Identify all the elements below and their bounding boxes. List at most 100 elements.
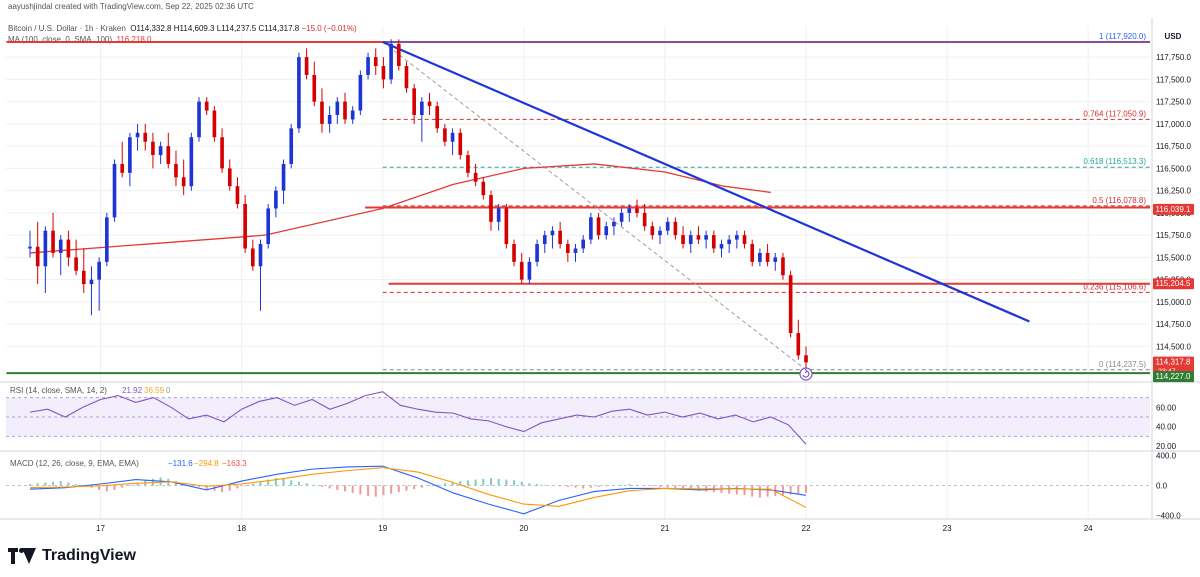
macd-hist-bar (682, 485, 685, 490)
fib-level-label: 0.764 (117,050.9) (1083, 109, 1146, 118)
price-tick-label: 116,250.0 (1156, 187, 1192, 196)
rsi-tick-label: 20.00 (1156, 442, 1177, 451)
candle-body (443, 128, 447, 142)
candle-body (289, 128, 294, 164)
price-tag-bg (1153, 278, 1194, 290)
time-tick-label: 23 (943, 524, 952, 533)
candle-body (589, 217, 593, 240)
author-line: aayushjindal created with TradingView.co… (8, 2, 254, 11)
candle-body (719, 244, 724, 249)
candle-body (711, 235, 716, 249)
macd-hist-bar (113, 485, 116, 490)
macd-hist-bar (582, 485, 585, 489)
candle-body (181, 177, 186, 187)
price-tag-label: 116,039.1 (1156, 205, 1192, 214)
price-tick-label: 116,500.0 (1156, 164, 1192, 173)
price-tag-label: 114,227.0 (1156, 372, 1192, 381)
candle-body (581, 239, 586, 249)
ma-legend: MA (100, close, 0, SMA, 100) 116,218.0 (8, 35, 152, 44)
candle-body (496, 208, 501, 222)
price-tags: USD116,039.1115,204.5114,317.823:47114,2… (1153, 32, 1194, 383)
macd-hist-bar (413, 485, 416, 490)
macd-hist-bar (559, 485, 562, 487)
macd-hist-bar (228, 485, 231, 491)
macd-hist-bar (121, 485, 124, 488)
candle-body (596, 217, 601, 236)
candle-body (327, 115, 332, 124)
candle-body (243, 204, 247, 249)
candle-body (573, 248, 578, 253)
macd-hist-bar (543, 484, 546, 486)
tradingview-logo-icon (8, 548, 36, 564)
macd-hist-bar (351, 485, 354, 493)
price-tick-label: 114,500.0 (1156, 342, 1192, 351)
macd-hist-bar (313, 484, 316, 486)
candle-body (297, 57, 301, 129)
macd-hist-bar (198, 485, 201, 487)
candle-body (627, 208, 632, 213)
candle-body (105, 217, 109, 262)
candle-body (81, 270, 86, 285)
macd-hist-bar (267, 479, 270, 486)
candle-body (43, 230, 48, 267)
candle-body (412, 88, 416, 115)
candle-body (151, 141, 155, 156)
macd-hist-bar (574, 485, 577, 488)
macd-hist-bar (36, 483, 39, 486)
macd-hist-bar (735, 485, 738, 495)
time-tick-label: 17 (96, 524, 105, 533)
macd-hist-bar (236, 485, 239, 489)
price-tag-bg (1153, 371, 1194, 383)
macd-hist-bar (482, 478, 485, 486)
candle-body (796, 333, 801, 356)
macd-hist-bar (221, 485, 224, 493)
macd-hist-bar (751, 485, 754, 497)
macd-pane: −400.0 0.0 400.0 MACD (12, 26, close, 9, EM… (6, 452, 1181, 520)
time-tick-label: 21 (660, 524, 669, 533)
candle-body (466, 155, 470, 173)
macd-hist-bar (805, 485, 807, 493)
macd-hist-bar (405, 485, 408, 491)
macd-hist-bar (466, 480, 469, 486)
macd-hist-bar (497, 478, 500, 486)
candle-body (358, 74, 363, 111)
candle-body (642, 212, 647, 227)
candle-body (112, 163, 117, 218)
fib-level-label: 0 (114,237.5) (1099, 360, 1146, 369)
symbol-title: Bitcoin / U.S. Dollar · 1h · Kraken (8, 24, 126, 33)
time-tick-label: 24 (1084, 524, 1093, 533)
bearish-trendline (382, 41, 1030, 323)
time-tick-label: 19 (378, 524, 387, 533)
price-tag-label: USD (1165, 32, 1182, 41)
fib-level-label: 0.236 (115,106.6) (1083, 282, 1146, 291)
candle-body (435, 106, 440, 129)
price-tick-label: 117,250.0 (1156, 98, 1192, 107)
candles (28, 39, 808, 370)
macd-hist-bar (528, 483, 531, 486)
hist-value: −163.3 (222, 459, 247, 468)
chart-canvas[interactable]: 1 (117,920.0) 0.764 (117,050.9) 0.618 (116… (0, 0, 1200, 540)
price-tag-label: 114,317.8 (1156, 358, 1192, 367)
candle-body (212, 110, 217, 138)
candle-body (427, 101, 432, 107)
candle-body (489, 195, 493, 222)
low-value: L114,237.5 (216, 24, 257, 33)
macd-hist-bar (589, 485, 592, 488)
fib-level-label: 1 (117,920.0) (1099, 32, 1146, 41)
macd-hist-bar (643, 485, 646, 486)
candle-body (97, 261, 101, 280)
macd-hist-bar (359, 485, 362, 495)
macd-hist-bar (659, 485, 662, 487)
macd-hist-bar (597, 485, 600, 487)
candle-body (350, 110, 355, 120)
candle-body (320, 101, 324, 124)
macd-hist-bar (520, 481, 523, 486)
time-tick-label: 18 (237, 524, 246, 533)
macd-hist-bar (29, 484, 31, 486)
candle-body (619, 212, 624, 222)
macd-hist-bar (666, 485, 669, 488)
candle-body (66, 239, 71, 258)
rsi-sma-value: 36.59 (144, 386, 165, 395)
candle-body (504, 208, 509, 245)
replay-icon[interactable] (799, 367, 813, 381)
